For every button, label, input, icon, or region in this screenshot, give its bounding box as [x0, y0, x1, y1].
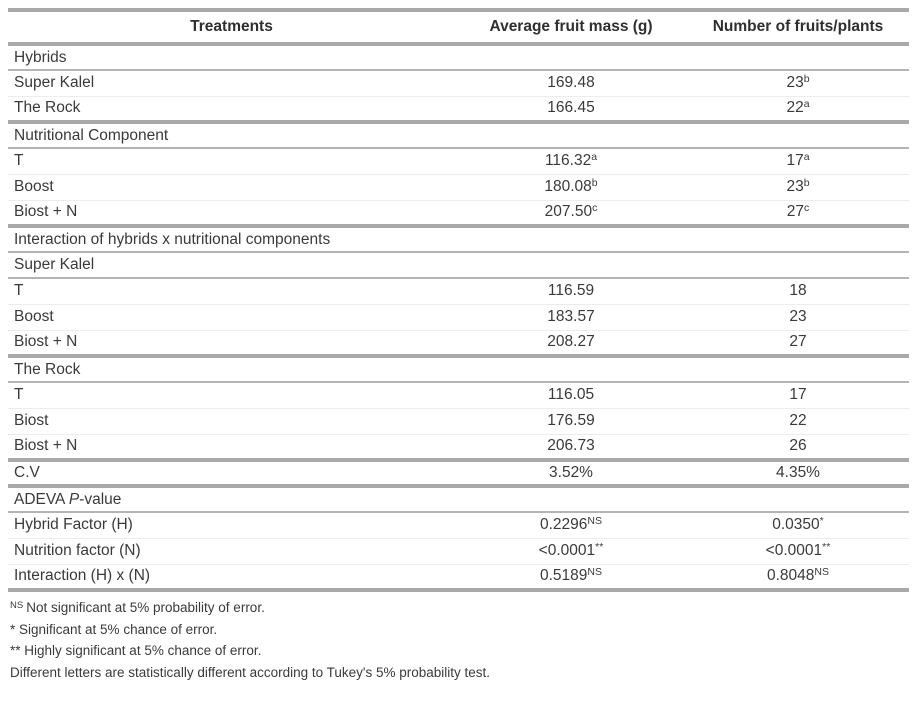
col-header-treatments: Treatments [8, 10, 455, 46]
number-of-fruits-cell: 0.8048NS [687, 564, 909, 592]
treatment-cell: Boost [8, 304, 455, 331]
section-label: The Rock [8, 356, 909, 383]
footnote-line: * Significant at 5% chance of error. [10, 620, 909, 642]
average-fruit-mass-cell: <0.0001** [455, 538, 687, 565]
average-fruit-mass-cell: 183.57 [455, 304, 687, 331]
section-label: Interaction of hybrids x nutritional com… [8, 226, 909, 253]
average-fruit-mass-cell: 206.73 [455, 434, 687, 462]
number-of-fruits-cell: 22a [687, 96, 909, 124]
average-fruit-mass-cell: 180.08b [455, 174, 687, 201]
section-row: The Rock [8, 356, 909, 383]
table-row: T 116.32a 17a [8, 148, 909, 175]
average-fruit-mass-cell: 169.48 [455, 70, 687, 97]
section-label: Nutritional Component [8, 122, 909, 149]
table-row: Boost 180.08b 23b [8, 174, 909, 201]
section-row: Hybrids [8, 44, 909, 71]
number-of-fruits-cell: 23b [687, 70, 909, 97]
footnote-line: Different letters are statistically diff… [10, 663, 909, 685]
number-of-fruits-cell: 22 [687, 408, 909, 435]
footnote-line: NS Not significant at 5% probability of e… [10, 598, 909, 620]
table-row: Boost 183.57 23 [8, 304, 909, 331]
footnote-text: Different letters are statistically diff… [10, 664, 491, 680]
treatment-cell: Biost + N [8, 330, 455, 358]
table-row: C.V 3.52% 4.35% [8, 460, 909, 488]
number-of-fruits-cell: 17 [687, 382, 909, 409]
table-row: Nutrition factor (N) <0.0001** <0.0001** [8, 538, 909, 565]
number-of-fruits-cell: 0.0350* [687, 512, 909, 539]
table-row: Biost 176.59 22 [8, 408, 909, 435]
treatments-table: Treatments Average fruit mass (g) Number… [8, 8, 909, 592]
table-row: The Rock 166.45 22a [8, 96, 909, 124]
table-row: T 116.59 18 [8, 278, 909, 305]
average-fruit-mass-cell: 116.32a [455, 148, 687, 175]
number-of-fruits-cell: <0.0001** [687, 538, 909, 565]
table-header-row: Treatments Average fruit mass (g) Number… [8, 10, 909, 46]
treatment-cell: Biost + N [8, 434, 455, 462]
treatment-cell: Biost + N [8, 200, 455, 228]
average-fruit-mass-cell: 0.5189NS [455, 564, 687, 592]
number-of-fruits-cell: 26 [687, 434, 909, 462]
footnote-text: * Significant at 5% chance of error. [10, 621, 218, 637]
treatment-cell: Boost [8, 174, 455, 201]
table-row: Biost + N 208.27 27 [8, 330, 909, 358]
number-of-fruits-cell: 23b [687, 174, 909, 201]
col-header-number-of-fruits: Number of fruits/plants [687, 10, 909, 46]
table-row: T 116.05 17 [8, 382, 909, 409]
section-label: ADEVA P-value [8, 486, 909, 513]
footnote-line: ** Highly significant at 5% chance of er… [10, 641, 909, 663]
footnote-text: Not significant at 5% probability of err… [26, 600, 265, 615]
average-fruit-mass-cell: 176.59 [455, 408, 687, 435]
section-row: Super Kalel [8, 252, 909, 279]
number-of-fruits-cell: 23 [687, 304, 909, 331]
section-row: ADEVA P-value [8, 486, 909, 513]
average-fruit-mass-cell: 208.27 [455, 330, 687, 358]
footnote-superscript: NS [10, 600, 24, 611]
number-of-fruits-cell: 17a [687, 148, 909, 175]
col-header-average-fruit-mass: Average fruit mass (g) [455, 10, 687, 46]
treatment-cell: T [8, 382, 455, 409]
table-row: Interaction (H) x (N) 0.5189NS 0.8048NS [8, 564, 909, 592]
table-row: Biost + N 206.73 26 [8, 434, 909, 462]
table-row: Hybrid Factor (H) 0.2296NS 0.0350* [8, 512, 909, 539]
treatment-cell: T [8, 148, 455, 175]
table-row: Biost + N 207.50c 27c [8, 200, 909, 228]
treatment-cell: The Rock [8, 96, 455, 124]
average-fruit-mass-cell: 166.45 [455, 96, 687, 124]
treatment-cell: Nutrition factor (N) [8, 538, 455, 565]
treatment-cell: Interaction (H) x (N) [8, 564, 455, 592]
paper-table-region: Treatments Average fruit mass (g) Number… [8, 8, 909, 684]
average-fruit-mass-cell: 0.2296NS [455, 512, 687, 539]
treatment-cell: C.V [8, 460, 455, 488]
average-fruit-mass-cell: 116.05 [455, 382, 687, 409]
footnote-text: ** Highly significant at 5% chance of er… [10, 643, 262, 658]
section-row: Interaction of hybrids x nutritional com… [8, 226, 909, 253]
number-of-fruits-cell: 4.35% [687, 460, 909, 488]
treatment-cell: Biost [8, 408, 455, 435]
average-fruit-mass-cell: 3.52% [455, 460, 687, 488]
section-label: Hybrids [8, 44, 909, 71]
average-fruit-mass-cell: 207.50c [455, 200, 687, 228]
treatment-cell: Super Kalel [8, 70, 455, 97]
number-of-fruits-cell: 27 [687, 330, 909, 358]
number-of-fruits-cell: 18 [687, 278, 909, 305]
section-row: Nutritional Component [8, 122, 909, 149]
treatment-cell: Hybrid Factor (H) [8, 512, 455, 539]
number-of-fruits-cell: 27c [687, 200, 909, 228]
treatment-cell: T [8, 278, 455, 305]
section-label: Super Kalel [8, 252, 909, 279]
table-row: Super Kalel 169.48 23b [8, 70, 909, 97]
average-fruit-mass-cell: 116.59 [455, 278, 687, 305]
footnotes: NS Not significant at 5% probability of e… [8, 598, 909, 684]
